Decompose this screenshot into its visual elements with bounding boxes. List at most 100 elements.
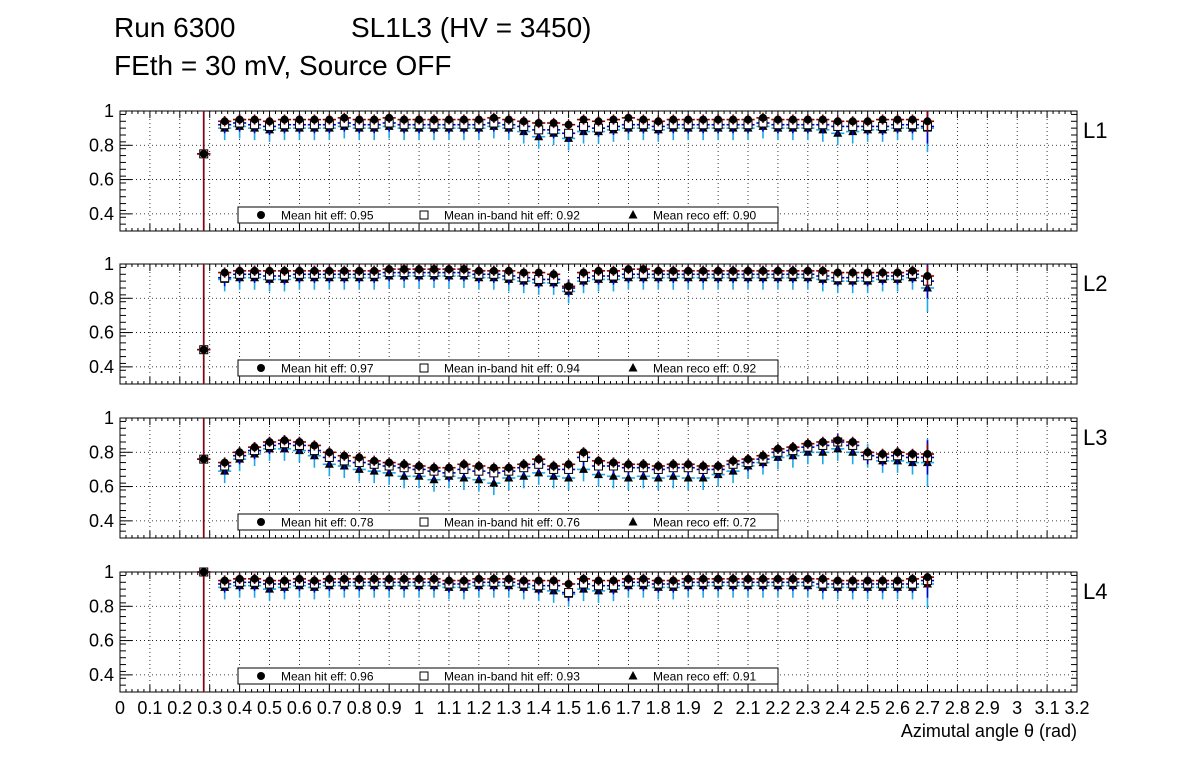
point-hit (878, 115, 887, 124)
point-hit (250, 574, 259, 583)
point-hit (654, 462, 663, 470)
point-hit (639, 265, 648, 274)
point-hit (833, 117, 842, 126)
point-hit (415, 574, 424, 583)
point-hit (459, 460, 468, 469)
plot-frame (119, 417, 1078, 539)
point-hit (594, 456, 603, 465)
point-hit (744, 115, 753, 124)
panel-l2: 0.4 0.6 0.8 1 L2 Mean hit eff: 0.97 Mean in-ba… (89, 254, 1107, 385)
point-hit (280, 266, 289, 275)
y-tick-label: 0.8 (89, 135, 114, 155)
point-hit (265, 266, 274, 275)
point-hit (714, 115, 723, 124)
panel-l1: 0.4 0.6 0.8 1 L1 Mean hit eff: 0.95 Mean in-ba… (89, 101, 1107, 232)
x-tick-label: 1.9 (676, 698, 701, 718)
x-tick-label: 0.7 (317, 698, 342, 718)
point-hit (474, 266, 483, 275)
point-hit (863, 576, 872, 585)
point-hit (519, 576, 528, 585)
x-tick-label: 0.8 (347, 698, 372, 718)
point-hit (444, 463, 453, 472)
y-tick-label: 0.6 (89, 477, 114, 497)
x-tick-label: 1 (414, 698, 424, 718)
point-hit (474, 574, 483, 583)
x-tick-label: 1.2 (466, 698, 491, 718)
point-hit (340, 113, 349, 122)
point-hit (923, 450, 932, 458)
point-hit (609, 576, 618, 585)
point-hit (923, 272, 932, 280)
point-hit (295, 574, 304, 583)
point-hit (235, 448, 244, 457)
point-hit (489, 113, 498, 122)
point-hit (893, 576, 902, 585)
legend-entry-reco: Mean reco eff: 0.92 (653, 362, 757, 376)
legend-marker-reco (628, 517, 638, 526)
point-hit (310, 266, 319, 275)
point-hit (654, 576, 663, 585)
point-hit (199, 149, 208, 158)
y-tick-label: 0.8 (89, 442, 114, 462)
point-hit (908, 266, 917, 275)
point-hit (773, 444, 782, 453)
point-hit (385, 113, 394, 122)
point-hit (758, 451, 767, 460)
point-hit (534, 455, 543, 464)
point-hit (818, 438, 827, 446)
layer-label: L2 (1083, 271, 1107, 296)
point-hit (504, 115, 513, 124)
point-hit (684, 460, 693, 469)
y-tick-label: 0.4 (89, 357, 114, 377)
point-hit (534, 268, 543, 277)
x-tick-label: 2.4 (825, 698, 850, 718)
point-hit (669, 115, 678, 124)
legend-marker-hit (257, 518, 265, 526)
point-hit (250, 443, 259, 452)
point-hit (714, 462, 723, 470)
point-hit (385, 458, 394, 467)
point-hit (370, 574, 379, 583)
x-tick-label: 2.3 (795, 698, 820, 718)
point-hit (325, 574, 334, 583)
x-tick-label: 2.9 (975, 698, 1000, 718)
chamber-title: SL1L3 (HV = 3450) (351, 12, 592, 43)
point-hit (818, 115, 827, 124)
point-hit (908, 450, 917, 458)
x-tick-label: 0.5 (257, 698, 282, 718)
point-hit (250, 115, 259, 124)
y-tick-label: 0.4 (89, 204, 114, 224)
point-hit (504, 463, 513, 472)
point-hit (594, 117, 603, 126)
point-hit (624, 265, 633, 274)
point-hit (444, 265, 453, 274)
point-hit (430, 265, 439, 274)
point-hit (235, 115, 244, 124)
point-hit (325, 115, 334, 124)
point-hit (788, 115, 797, 124)
point-hit (549, 576, 558, 585)
point-hit (489, 574, 498, 583)
point-hit (325, 448, 334, 457)
point-hit (639, 115, 648, 124)
x-tick-label: 0.6 (287, 698, 312, 718)
point-hit (280, 576, 289, 585)
point-hit (669, 576, 678, 585)
point-hit (758, 113, 767, 122)
point-hit (744, 455, 753, 464)
y-tick-label: 0.8 (89, 596, 114, 616)
point-hit (400, 460, 409, 469)
point-hit (818, 574, 827, 583)
point-hit (788, 443, 797, 452)
legend-marker-inband (419, 671, 429, 681)
point-hit (340, 266, 349, 275)
series-hit (197, 418, 935, 538)
x-tick-label: 3.1 (1035, 698, 1060, 718)
point-hit (444, 576, 453, 585)
point-hit (265, 576, 274, 585)
legend-box (237, 206, 779, 224)
x-tick-label: 0.9 (377, 698, 402, 718)
point-hit (355, 266, 364, 275)
series-hit (197, 264, 935, 384)
